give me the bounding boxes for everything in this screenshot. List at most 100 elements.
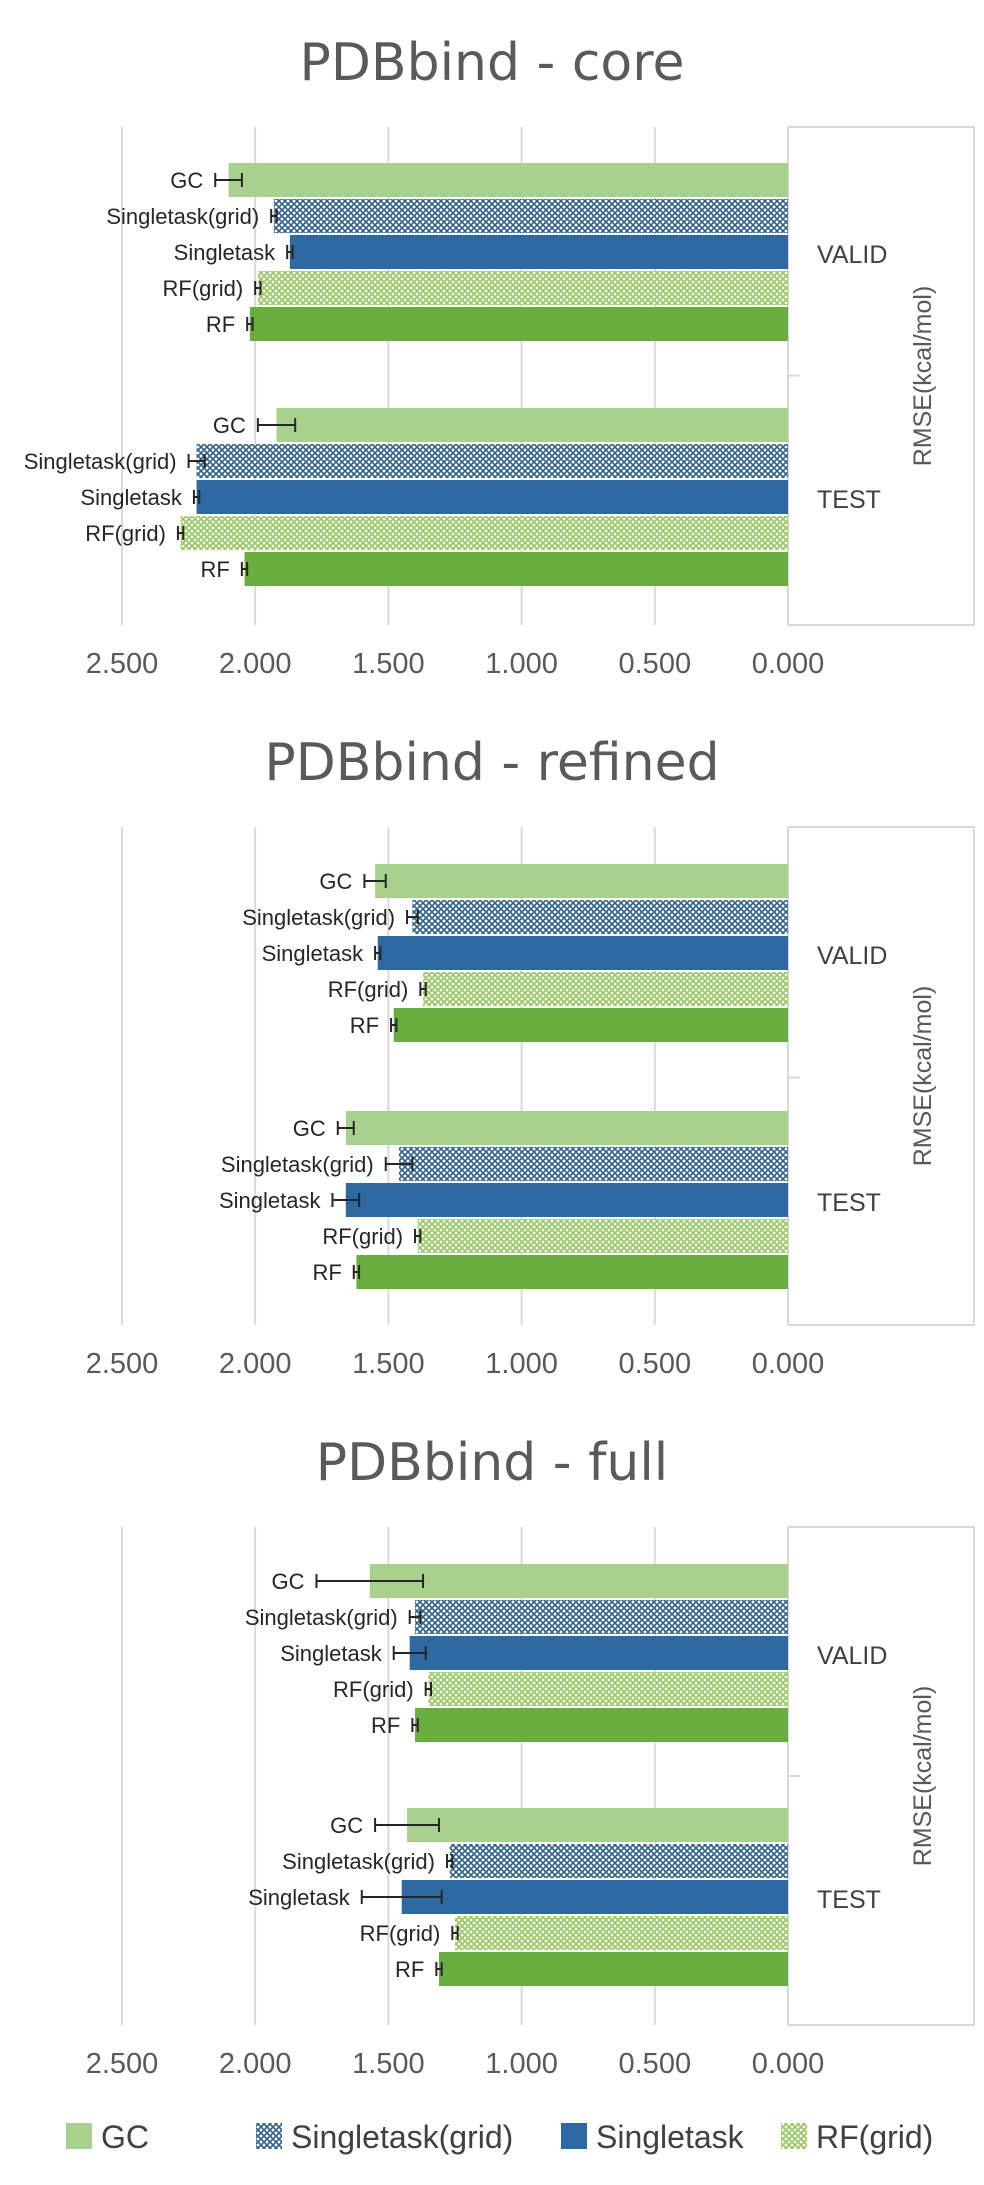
x-tick-label: 2.000	[219, 648, 292, 680]
y-axis-label: RMSE(kcal/mol)	[909, 1686, 937, 1867]
bar-label: Singletask(grid)	[106, 204, 259, 229]
bar-test-rf-grid	[180, 516, 788, 550]
bar-test-singletask	[345, 1183, 788, 1217]
bar-label: RF(grid)	[333, 1677, 414, 1702]
bar-test-gc	[276, 408, 788, 442]
y-axis-label: RMSE(kcal/mol)	[909, 286, 937, 467]
legend-swatch-gc	[66, 2123, 92, 2149]
bar-test-singletask-grid	[399, 1147, 788, 1181]
bar-test-rf	[439, 1952, 788, 1986]
x-tick-label: 0.000	[752, 648, 825, 680]
bar-test-rf	[356, 1255, 788, 1289]
bar-label: RF	[201, 557, 230, 582]
group-label-valid: VALID	[817, 241, 887, 269]
x-tick-label: 1.500	[352, 1348, 425, 1380]
bar-valid-rf	[393, 1008, 788, 1042]
bar-label: Singletask(grid)	[242, 905, 395, 930]
bar-label: RF	[350, 1013, 379, 1038]
bar-test-singletask-grid	[196, 444, 789, 478]
bar-valid-singletask-grid	[273, 199, 788, 233]
x-tick-label: 1.500	[352, 648, 425, 680]
group-label-valid: VALID	[817, 942, 887, 970]
x-tick-label: 2.000	[219, 2048, 292, 2080]
bar-label: GC	[293, 1116, 326, 1141]
x-tick-label: 2.000	[219, 1348, 292, 1380]
x-tick-label: 1.000	[485, 1348, 558, 1380]
bar-label: Singletask	[80, 485, 183, 510]
bar-test-singletask	[401, 1880, 788, 1914]
bar-label: RF(grid)	[163, 276, 244, 301]
bar-label: RF(grid)	[85, 521, 166, 546]
x-tick-label: 0.500	[619, 2048, 692, 2080]
bar-label: GC	[213, 413, 246, 438]
category-frame	[788, 826, 975, 1326]
legend-label: RF(grid)	[816, 2119, 933, 2155]
bar-label: Singletask	[262, 941, 365, 966]
bar-label: GC	[170, 168, 203, 193]
bar-valid-singletask-grid	[412, 900, 788, 934]
bar-test-rf	[244, 552, 788, 586]
legend-swatch-singletask	[561, 2123, 587, 2149]
y-axis-label: RMSE(kcal/mol)	[909, 986, 937, 1167]
chart-title: PDBbind - core	[300, 33, 685, 93]
bar-label: RF	[371, 1713, 400, 1738]
bar-label: RF	[312, 1260, 341, 1285]
bar-label: Singletask	[219, 1188, 322, 1213]
bar-test-gc	[407, 1808, 788, 1842]
x-tick-label: 0.000	[752, 2048, 825, 2080]
bar-valid-singletask	[289, 235, 788, 269]
bar-label: RF	[206, 312, 235, 337]
bar-label: GC	[319, 869, 352, 894]
bar-valid-rf	[249, 307, 788, 341]
legend-swatch-rf-grid	[781, 2123, 807, 2149]
bar-label: Singletask	[280, 1641, 383, 1666]
chart-panel-2: PDBbind - refined 2.500 2.000 1.500 1.000 0.5…	[86, 733, 975, 1380]
category-frame	[788, 126, 975, 626]
bar-test-gc	[345, 1111, 788, 1145]
group-label-test: TEST	[817, 486, 881, 514]
bar-valid-rf-grid	[423, 972, 788, 1006]
legend-label: Singletask	[596, 2119, 745, 2155]
chart-title: PDBbind - full	[316, 1433, 668, 1493]
bar-label: GC	[330, 1813, 363, 1838]
bar-valid-rf-grid	[257, 271, 788, 305]
bar-valid-singletask	[409, 1636, 788, 1670]
x-tick-label: 2.500	[86, 1348, 159, 1380]
x-tick-label: 1.000	[485, 2048, 558, 2080]
bar-label: Singletask(grid)	[221, 1152, 374, 1177]
bar-label: Singletask(grid)	[24, 449, 177, 474]
bar-label: RF(grid)	[322, 1224, 403, 1249]
legend-label: GC	[101, 2119, 149, 2155]
category-frame	[788, 1526, 975, 2026]
bar-label: RF(grid)	[360, 1921, 441, 1946]
group-label-test: TEST	[817, 1189, 881, 1217]
x-tick-label: 2.500	[86, 2048, 159, 2080]
x-tick-label: 0.500	[619, 648, 692, 680]
group-label-test: TEST	[817, 1886, 881, 1914]
bar-label: RF	[395, 1957, 424, 1982]
bar-label: Singletask	[174, 240, 277, 265]
x-tick-label: 0.500	[619, 1348, 692, 1380]
bar-test-rf-grid	[455, 1916, 788, 1950]
bar-valid-singletask	[377, 936, 788, 970]
x-tick-label: 1.000	[485, 648, 558, 680]
group-label-valid: VALID	[817, 1642, 887, 1670]
bar-label: Singletask	[248, 1885, 351, 1910]
bar-test-rf-grid	[417, 1219, 788, 1253]
chart-title: PDBbind - refined	[264, 733, 719, 793]
chart-panel-3: PDBbind - full 2.500 2.000 1.500 1.000 0.500 0…	[86, 1433, 975, 2080]
bar-label: RF(grid)	[328, 977, 409, 1002]
bar-label: Singletask(grid)	[282, 1849, 435, 1874]
bar-label: GC	[271, 1569, 304, 1594]
x-tick-label: 1.500	[352, 2048, 425, 2080]
bar-valid-gc	[228, 163, 788, 197]
bar-valid-rf	[415, 1708, 788, 1742]
bar-test-singletask	[196, 480, 789, 514]
legend-label: Singletask(grid)	[291, 2119, 513, 2155]
x-tick-label: 2.500	[86, 648, 159, 680]
bar-label: Singletask(grid)	[245, 1605, 398, 1630]
chart-panel-1: PDBbind - core 2.500 2.000 1.500 1.000 0.500 0…	[24, 33, 975, 680]
